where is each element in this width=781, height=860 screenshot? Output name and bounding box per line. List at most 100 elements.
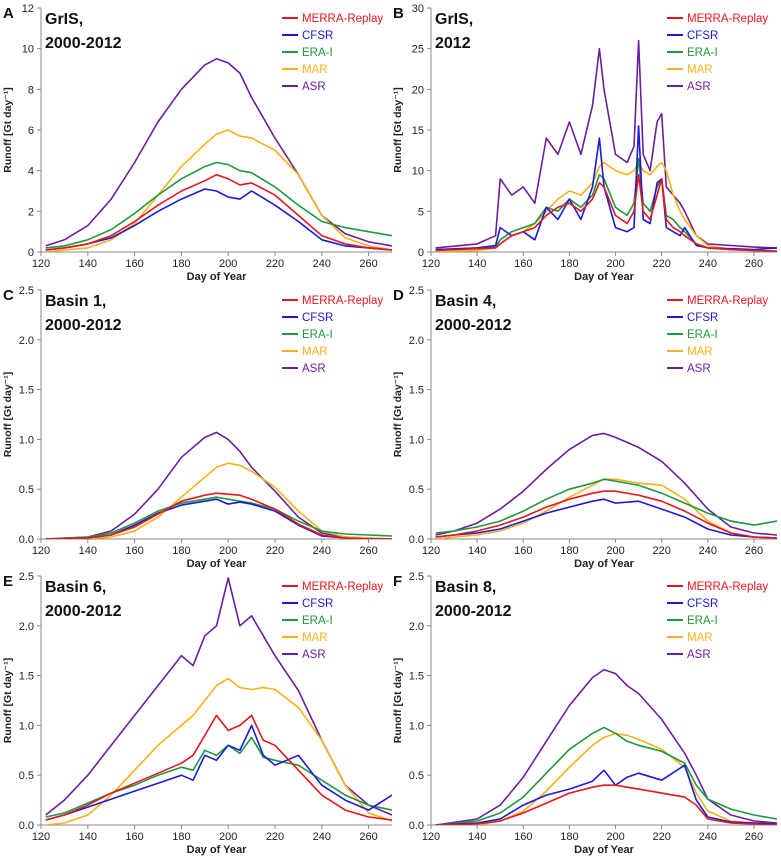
- series-line-merra-replay: [45, 173, 392, 251]
- panel-A: 0 2 4 6 8 10 12 120 140 160 180 200 220 240 260 Day of …: [2, 3, 392, 283]
- series-line-merra-replay: [45, 714, 392, 821]
- x-tick-label: 140: [468, 545, 486, 557]
- x-tick-label: 240: [313, 258, 331, 270]
- y-tick-label: 0.5: [19, 484, 34, 496]
- x-tick-label: 220: [266, 258, 284, 270]
- x-tick-label: 180: [560, 258, 578, 270]
- y-tick-label: 8: [28, 84, 34, 96]
- legend-label: ERA-I: [687, 615, 718, 627]
- y-tick-label: 1.0: [19, 720, 34, 732]
- y-tick-label: 1.0: [409, 720, 424, 732]
- legend-label: MAR: [687, 346, 713, 358]
- y-tick-label: 0.5: [19, 770, 34, 782]
- y-tick-label: 0: [28, 247, 34, 259]
- y-axis-title: Runoff [Gt day⁻¹]: [392, 87, 404, 172]
- series-line-cfsr: [435, 125, 777, 251]
- y-tick-label: 1.0: [409, 434, 424, 446]
- x-tick-label: 140: [79, 545, 97, 557]
- x-tick-label: 200: [606, 545, 624, 557]
- legend-label: ERA-I: [302, 329, 333, 341]
- y-tick-label: 2: [28, 206, 34, 218]
- x-tick-label: 200: [219, 831, 237, 843]
- x-tick-label: 180: [172, 545, 190, 557]
- y-tick-label: 0: [418, 247, 424, 259]
- panel-D: 0.0 0.5 1.0 1.5 2.0 2.5 120 140 160 180 200 220 240 2…: [392, 285, 777, 570]
- panel-title-line2: 2000-2012: [45, 35, 122, 52]
- x-tick-label: 180: [560, 545, 578, 557]
- panel-letter: F: [393, 573, 402, 590]
- legend-label: CFSR: [687, 30, 718, 42]
- x-tick-label: 200: [219, 258, 237, 270]
- y-tick-label: 5: [418, 206, 424, 218]
- panel-title-line1: Basin 8,: [435, 579, 496, 596]
- x-axis-title: Day of Year: [187, 844, 247, 856]
- x-tick-label: 260: [359, 831, 377, 843]
- series-line-asr: [435, 39, 777, 249]
- x-tick-label: 260: [359, 258, 377, 270]
- x-tick-label: 120: [422, 545, 440, 557]
- y-tick-label: 0.0: [409, 820, 424, 832]
- series-line-merra-replay: [435, 173, 777, 252]
- x-axis-title: Day of Year: [574, 844, 634, 856]
- y-tick-label: 0.0: [19, 820, 34, 832]
- legend-label: CFSR: [687, 598, 718, 610]
- y-tick-label: 12: [22, 3, 34, 15]
- x-tick-label: 200: [606, 831, 624, 843]
- x-tick-label: 260: [359, 545, 377, 557]
- legend-label: MAR: [302, 346, 328, 358]
- legend-label: MAR: [302, 64, 328, 76]
- panel-title-line2: 2000-2012: [45, 603, 122, 620]
- y-axis-title: Runoff [Gt day⁻¹]: [392, 372, 404, 457]
- legend-label: MERRA-Replay: [302, 295, 383, 307]
- legend-label: ERA-I: [687, 47, 718, 59]
- y-tick-label: 15: [412, 125, 424, 137]
- x-tick-label: 180: [172, 831, 190, 843]
- legend-label: MAR: [687, 632, 713, 644]
- x-tick-label: 260: [745, 258, 763, 270]
- x-tick-label: 220: [266, 831, 284, 843]
- series-line-cfsr: [435, 764, 777, 825]
- x-tick-label: 220: [266, 545, 284, 557]
- y-tick-label: 10: [22, 44, 34, 56]
- panel-title-line1: GrIS,: [435, 11, 473, 28]
- x-tick-label: 240: [313, 545, 331, 557]
- y-tick-label: 0.5: [409, 770, 424, 782]
- series-line-era-i: [435, 726, 777, 825]
- panel-letter: C: [3, 287, 14, 304]
- y-tick-label: 1.5: [19, 671, 34, 683]
- legend-label: MERRA-Replay: [687, 13, 768, 25]
- panel-B: 0 5 10 15 20 25 30 120 140 160 180 200 220 240 260 Day …: [392, 3, 777, 283]
- y-tick-label: 2.5: [19, 571, 34, 583]
- panel-title-line2: 2000-2012: [45, 317, 122, 334]
- panel-title-line1: Basin 1,: [45, 293, 106, 310]
- y-axis-title: Runoff [Gt day⁻¹]: [2, 372, 14, 457]
- y-tick-label: 6: [28, 125, 34, 137]
- y-tick-label: 1.5: [409, 385, 424, 397]
- series-line-era-i: [45, 496, 392, 539]
- legend-label: MERRA-Replay: [687, 295, 768, 307]
- x-tick-label: 120: [32, 545, 50, 557]
- series-line-mar: [435, 161, 777, 252]
- y-tick-label: 2.0: [409, 621, 424, 633]
- y-tick-label: 2.0: [409, 335, 424, 347]
- panel-title-line1: Basin 4,: [435, 293, 496, 310]
- legend-label: ASR: [302, 649, 326, 661]
- y-tick-label: 2.0: [19, 335, 34, 347]
- y-tick-label: 1.5: [19, 385, 34, 397]
- legend-label: MAR: [302, 632, 328, 644]
- series-line-merra-replay: [45, 492, 392, 539]
- panel-letter: D: [393, 287, 404, 304]
- panel-letter: A: [3, 5, 14, 22]
- series-line-merra-replay: [435, 784, 777, 825]
- x-tick-label: 120: [422, 831, 440, 843]
- x-tick-label: 220: [652, 258, 670, 270]
- legend-label: MERRA-Replay: [302, 13, 383, 25]
- x-tick-label: 140: [468, 258, 486, 270]
- panel-letter: E: [3, 573, 13, 590]
- y-axis-title: Runoff [Gt day⁻¹]: [2, 87, 14, 172]
- legend-label: CFSR: [302, 312, 333, 324]
- series-line-era-i: [45, 736, 392, 818]
- legend-label: ERA-I: [302, 615, 333, 627]
- x-tick-label: 180: [560, 831, 578, 843]
- legend-label: CFSR: [302, 598, 333, 610]
